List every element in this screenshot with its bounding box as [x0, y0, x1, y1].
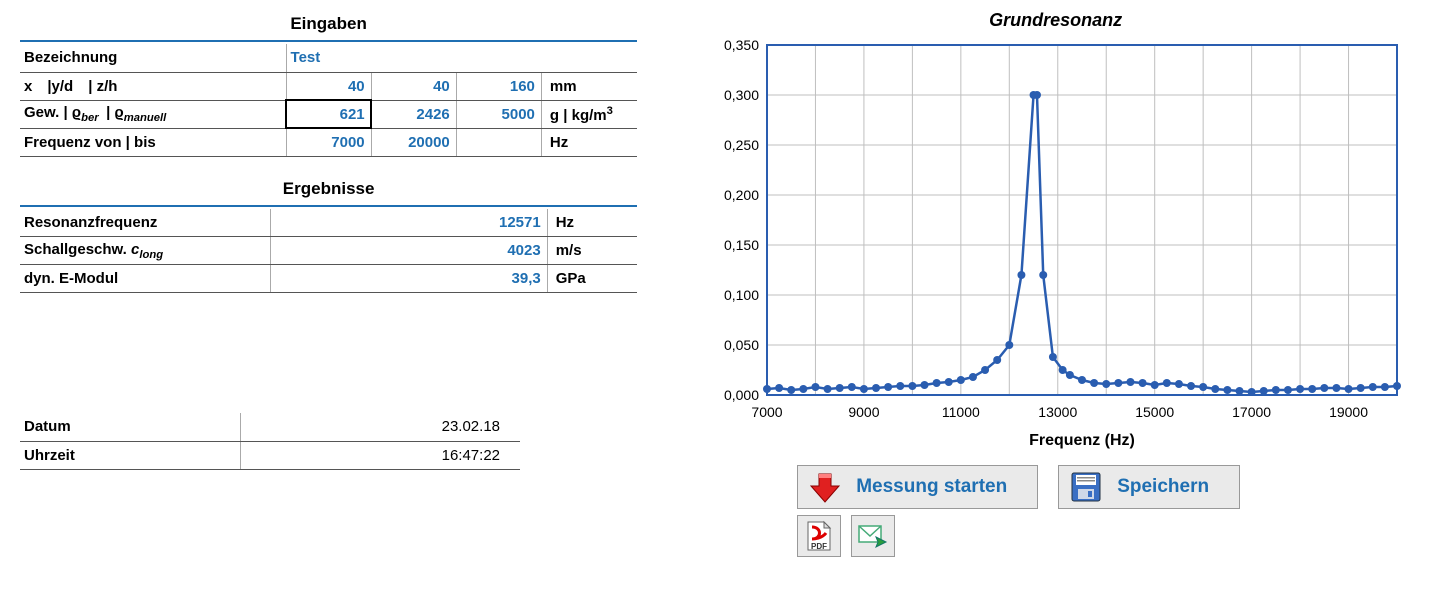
start-button-label: Messung starten [856, 476, 1007, 498]
value-date: 23.02.18 [240, 413, 520, 441]
empty [456, 128, 541, 156]
svg-text:0,250: 0,250 [724, 137, 759, 153]
svg-text:0,050: 0,050 [724, 337, 759, 353]
inputs-table: Bezeichnung Test x |y/d | z/h 40 40 160 … [20, 44, 637, 157]
chart-title: Grundresonanz [697, 10, 1414, 31]
value-yd[interactable]: 40 [371, 72, 456, 100]
unit-emodul: GPa [547, 265, 637, 293]
svg-text:0,200: 0,200 [724, 187, 759, 203]
unit-resonance: Hz [547, 209, 637, 237]
svg-text:15000: 15000 [1135, 404, 1174, 420]
svg-text:Frequenz (Hz): Frequenz (Hz) [1029, 432, 1135, 449]
value-rho-ber[interactable]: 2426 [371, 100, 456, 128]
arrow-down-icon [808, 470, 842, 504]
value-zh[interactable]: 160 [456, 72, 541, 100]
results-table: Resonanzfrequenz 12571 Hz Schallgeschw. … [20, 209, 637, 294]
label-resonance: Resonanzfrequenz [20, 209, 270, 237]
svg-text:0,000: 0,000 [724, 387, 759, 403]
svg-text:PDF: PDF [811, 542, 827, 551]
resonance-chart: 0,000 0,050 0,100 0,150 0,200 0,250 0,300 0,350… [697, 35, 1407, 455]
value-rho-manuell[interactable]: 5000 [456, 100, 541, 128]
meta-table: Datum 23.02.18 Uhrzeit 16:47:22 [20, 413, 520, 470]
empty [541, 44, 637, 72]
value-bezeichnung[interactable]: Test [286, 44, 541, 72]
inputs-title: Eingaben [20, 10, 637, 40]
value-freq-to[interactable]: 20000 [371, 128, 456, 156]
email-button[interactable] [851, 515, 895, 557]
svg-text:0,100: 0,100 [724, 287, 759, 303]
label-dimensions: x |y/d | z/h [20, 72, 286, 100]
pdf-export-button[interactable]: PDF [797, 515, 841, 557]
label-freq-range: Frequenz von | bis [20, 128, 286, 156]
mail-send-icon [856, 519, 890, 553]
label-time: Uhrzeit [20, 441, 240, 469]
unit-dimensions: mm [541, 72, 637, 100]
value-resonance: 12571 [270, 209, 547, 237]
pdf-icon: PDF [802, 519, 836, 553]
unit-weight: g | kg/m3 [541, 100, 637, 128]
svg-text:0,150: 0,150 [724, 237, 759, 253]
value-emodul: 39,3 [270, 265, 547, 293]
save-button-label: Speichern [1117, 476, 1209, 498]
label-bezeichnung: Bezeichnung [20, 44, 286, 72]
svg-text:0,300: 0,300 [724, 87, 759, 103]
value-time: 16:47:22 [240, 441, 520, 469]
svg-text:0,350: 0,350 [724, 37, 759, 53]
svg-text:19000: 19000 [1329, 404, 1368, 420]
divider [20, 205, 637, 207]
value-schall: 4023 [270, 237, 547, 265]
svg-text:7000: 7000 [752, 404, 783, 420]
unit-freq: Hz [541, 128, 637, 156]
value-x[interactable]: 40 [286, 72, 371, 100]
value-gewicht[interactable]: 621 [286, 100, 371, 128]
svg-text:9000: 9000 [849, 404, 880, 420]
results-title: Ergebnisse [20, 175, 637, 205]
label-weight: Gew. | ϱber | ϱmanuell [20, 100, 286, 128]
svg-text:13000: 13000 [1039, 404, 1078, 420]
svg-text:11000: 11000 [942, 404, 980, 420]
label-schall: Schallgeschw. clong [20, 237, 270, 265]
unit-schall: m/s [547, 237, 637, 265]
label-date: Datum [20, 413, 240, 441]
label-emodul: dyn. E-Modul [20, 265, 270, 293]
save-button[interactable]: Speichern [1058, 465, 1240, 509]
floppy-icon [1069, 470, 1103, 504]
divider [20, 40, 637, 42]
start-measurement-button[interactable]: Messung starten [797, 465, 1038, 509]
value-freq-from[interactable]: 7000 [286, 128, 371, 156]
svg-text:17000: 17000 [1232, 404, 1271, 420]
